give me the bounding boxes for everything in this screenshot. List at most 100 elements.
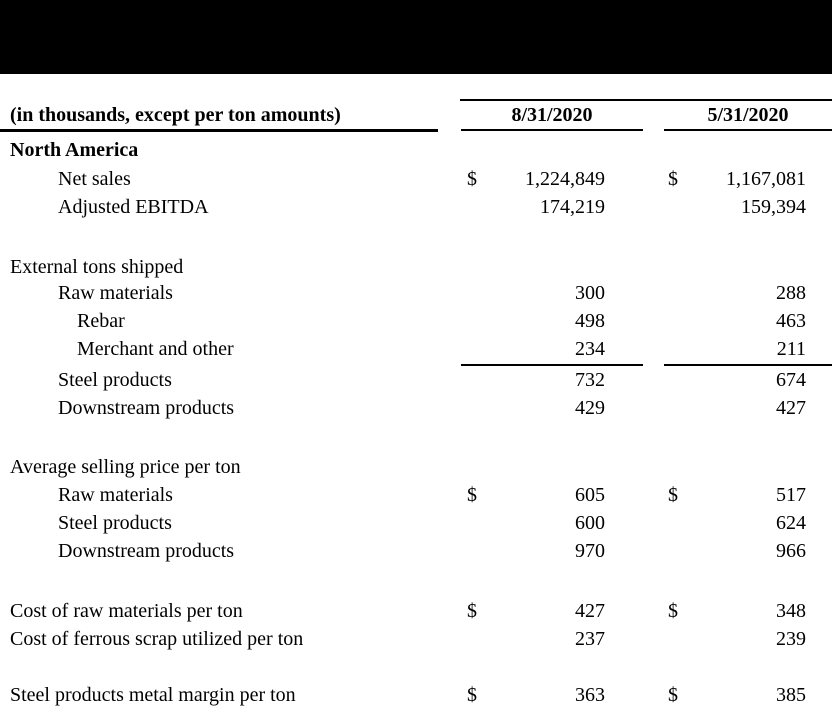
column-header-date-1: 8/31/2020 <box>511 104 593 126</box>
table-row: Cost of raw materials per ton $427 $348 <box>0 597 832 625</box>
value-cell-col1: 174,219 <box>461 193 643 221</box>
label-column-underline <box>0 129 438 132</box>
header-top-rule <box>460 99 832 101</box>
value-cell-col2: 624 <box>664 509 832 537</box>
currency-symbol: $ <box>668 484 678 506</box>
currency-symbol: $ <box>467 168 477 190</box>
value-col2: 624 <box>776 512 806 534</box>
table-row: Rebar 498 463 <box>0 307 832 335</box>
value-cell-col1: $605 <box>461 481 643 509</box>
value-cell-col1: 234 <box>461 335 643 363</box>
value-col1: 600 <box>575 512 605 534</box>
value-cell-col2: $517 <box>664 481 832 509</box>
row-label: Steel products <box>58 369 172 391</box>
value-col1: 1,224,849 <box>525 168 605 190</box>
table-row: Cost of ferrous scrap utilized per ton 2… <box>0 625 832 653</box>
row-label: Raw materials <box>58 484 173 506</box>
value-col1: 732 <box>575 369 605 391</box>
value-cell-col1: 429 <box>461 394 643 422</box>
value-cell-col2: $385 <box>664 681 832 709</box>
table-row: Adjusted EBITDA 174,219 159,394 <box>0 193 832 221</box>
row-label: Downstream products <box>58 397 235 419</box>
value-col1: 605 <box>575 484 605 506</box>
currency-symbol: $ <box>467 600 477 622</box>
value-col2: 1,167,081 <box>726 168 806 190</box>
row-label: Cost of ferrous scrap utilized per ton <box>10 628 304 650</box>
value-cell-col1: $1,224,849 <box>461 165 643 193</box>
table-row: Merchant and other 234 211 <box>0 335 832 363</box>
row-label: Steel products <box>58 512 172 534</box>
value-col2: 211 <box>776 338 806 360</box>
value-col1: 300 <box>575 282 605 304</box>
value-col1: 363 <box>575 684 605 706</box>
row-label: Rebar <box>77 310 125 332</box>
value-cell-col1: 237 <box>461 625 643 653</box>
value-col2: 385 <box>776 684 806 706</box>
row-label: Merchant and other <box>77 338 234 360</box>
column-header-date-2: 5/31/2020 <box>707 104 789 126</box>
table-row: Downstream products 429 427 <box>0 394 832 422</box>
currency-symbol: $ <box>668 168 678 190</box>
table-row: Average selling price per ton <box>0 453 832 481</box>
table-row: Steel products 600 624 <box>0 509 832 537</box>
value-cell-col2: 239 <box>664 625 832 653</box>
value-col1: 174,219 <box>540 196 605 218</box>
value-cell-col1: 732 <box>461 366 643 394</box>
row-label: External tons shipped <box>10 256 184 278</box>
value-cell-col1: 600 <box>461 509 643 537</box>
value-col1: 429 <box>575 397 605 419</box>
row-label: Steel products metal margin per ton <box>10 684 296 706</box>
value-col2: 463 <box>776 310 806 332</box>
value-cell-col2: 211 <box>664 335 832 363</box>
value-col1: 237 <box>575 628 605 650</box>
table-row: Downstream products 970 966 <box>0 537 832 565</box>
value-cell-col2: 966 <box>664 537 832 565</box>
table-caption: (in thousands, except per ton amounts) <box>10 104 341 126</box>
table-row: Raw materials 300 288 <box>0 279 832 307</box>
table-row: Net sales $1,224,849 $1,167,081 <box>0 165 832 193</box>
table-row: Steel products 732 674 <box>0 366 832 394</box>
value-cell-col2: 674 <box>664 366 832 394</box>
row-label: Net sales <box>58 168 131 190</box>
table-row: External tons shipped <box>0 253 832 281</box>
value-col1: 498 <box>575 310 605 332</box>
row-label: Raw materials <box>58 282 173 304</box>
value-cell-col2: 288 <box>664 279 832 307</box>
value-cell-col2: $348 <box>664 597 832 625</box>
currency-symbol: $ <box>467 684 477 706</box>
row-label: North America <box>10 139 139 161</box>
value-cell-col1: $363 <box>461 681 643 709</box>
value-cell-col2: 159,394 <box>664 193 832 221</box>
value-cell-col1: 970 <box>461 537 643 565</box>
row-label: Average selling price per ton <box>10 456 241 478</box>
value-col2: 288 <box>776 282 806 304</box>
table-row: Steel products metal margin per ton $363… <box>0 681 832 709</box>
value-cell-col1: 498 <box>461 307 643 335</box>
value-cell-col2: $1,167,081 <box>664 165 832 193</box>
subtotal-rule-col1 <box>461 364 643 366</box>
value-col2: 348 <box>776 600 806 622</box>
row-label: Cost of raw materials per ton <box>10 600 243 622</box>
value-col2: 517 <box>776 484 806 506</box>
col1-header-underline <box>461 129 643 131</box>
currency-symbol: $ <box>467 484 477 506</box>
value-col2: 239 <box>776 628 806 650</box>
row-label: Adjusted EBITDA <box>58 196 209 218</box>
value-cell-col1: 300 <box>461 279 643 307</box>
value-col2: 159,394 <box>741 196 806 218</box>
table-header-row: (in thousands, except per ton amounts) 8… <box>0 101 832 129</box>
value-cell-col2: 463 <box>664 307 832 335</box>
subtotal-rule-col2 <box>664 364 832 366</box>
top-black-banner <box>0 0 832 74</box>
currency-symbol: $ <box>668 600 678 622</box>
value-col1: 427 <box>575 600 605 622</box>
value-cell-col1: $427 <box>461 597 643 625</box>
table-row: Raw materials $605 $517 <box>0 481 832 509</box>
col2-header-underline <box>664 129 832 131</box>
value-cell-col2: 427 <box>664 394 832 422</box>
row-label: Downstream products <box>58 540 235 562</box>
value-col2: 427 <box>776 397 806 419</box>
currency-symbol: $ <box>668 684 678 706</box>
value-col2: 674 <box>776 369 806 391</box>
